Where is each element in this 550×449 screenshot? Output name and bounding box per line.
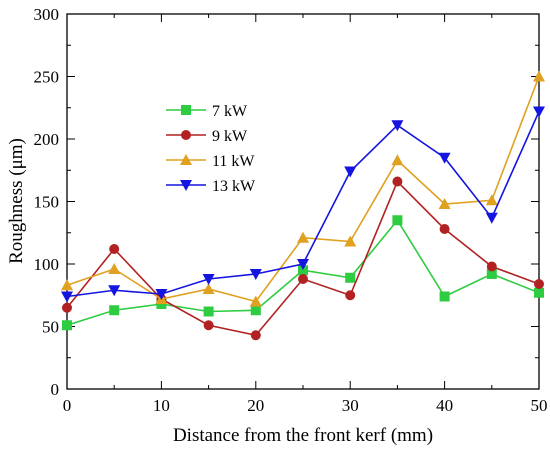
data-point <box>438 198 451 209</box>
data-point <box>439 291 450 302</box>
legend-marker <box>180 180 192 191</box>
data-point <box>249 269 262 280</box>
data-point <box>391 154 404 166</box>
data-point <box>297 259 309 270</box>
legend-label: 11 kW <box>212 153 255 170</box>
legend-entry: 11 kW <box>166 153 255 170</box>
series-2 <box>61 70 545 307</box>
data-point <box>391 120 404 132</box>
data-point <box>486 269 497 279</box>
data-point <box>61 291 73 303</box>
series-layer <box>61 70 545 341</box>
data-point <box>202 274 215 285</box>
series-3 <box>61 106 545 303</box>
legend-entry: 9 kW <box>166 128 248 145</box>
data-point <box>250 330 261 341</box>
data-point <box>533 106 545 118</box>
data-point <box>203 320 214 331</box>
data-point <box>250 305 261 316</box>
data-point <box>297 231 309 243</box>
data-point <box>203 306 214 317</box>
x-axis-label: Distance from the front kerf (mm) <box>173 425 433 446</box>
data-point <box>486 261 497 272</box>
series-line <box>66 180 540 337</box>
data-point <box>298 274 308 284</box>
data-point <box>345 272 356 283</box>
data-point <box>485 212 498 224</box>
data-point <box>202 283 215 294</box>
legend-entry: 7 kW <box>166 103 248 120</box>
x-tick-label: 40 <box>436 396 453 415</box>
legend-marker <box>181 105 191 115</box>
y-tick-label: 50 <box>42 318 59 337</box>
y-axis-label: Roughness (μm) <box>6 138 27 264</box>
data-point <box>344 166 357 178</box>
y-tick-label: 200 <box>34 130 60 149</box>
data-point <box>109 305 120 316</box>
legend-label: 13 kW <box>212 178 256 195</box>
x-tick-label: 30 <box>342 396 359 415</box>
legend-label: 9 kW <box>212 128 248 145</box>
data-point <box>298 265 308 276</box>
legend-label: 7 kW <box>212 103 248 120</box>
series-1 <box>62 176 544 341</box>
x-tick-label: 0 <box>63 396 72 415</box>
data-point <box>62 302 72 313</box>
y-tick-label: 250 <box>34 68 60 87</box>
data-point <box>109 244 120 254</box>
data-point <box>108 263 121 274</box>
y-tick-label: 0 <box>51 380 60 399</box>
data-point <box>108 285 121 297</box>
data-point <box>438 152 451 164</box>
data-point <box>534 287 544 298</box>
data-point <box>344 235 357 247</box>
y-tick-label: 150 <box>34 193 60 212</box>
y-tick-label: 100 <box>34 255 60 274</box>
data-point <box>61 279 73 291</box>
x-tick-label: 10 <box>153 396 170 415</box>
legend-marker <box>180 154 192 165</box>
data-point <box>439 224 450 234</box>
legend: 7 kW 9 kW 11 kW 13 kW <box>166 103 256 195</box>
y-tick-label: 300 <box>34 5 60 24</box>
data-point <box>249 295 262 307</box>
data-point <box>345 290 356 301</box>
x-tick-label: 50 <box>531 396 548 415</box>
data-point <box>534 279 544 289</box>
data-point <box>155 289 168 300</box>
x-tick-label: 20 <box>247 396 264 415</box>
legend-entry: 13 kW <box>166 178 256 195</box>
legend-marker <box>181 130 191 140</box>
data-point <box>485 194 498 206</box>
axis-ticks: 0 10 20 30 40 50 0 50 100 150 200 250 300 <box>34 5 548 415</box>
data-point <box>392 215 403 226</box>
series-0 <box>62 215 544 331</box>
data-point <box>392 176 403 187</box>
data-point <box>533 70 545 82</box>
data-point <box>62 320 72 331</box>
